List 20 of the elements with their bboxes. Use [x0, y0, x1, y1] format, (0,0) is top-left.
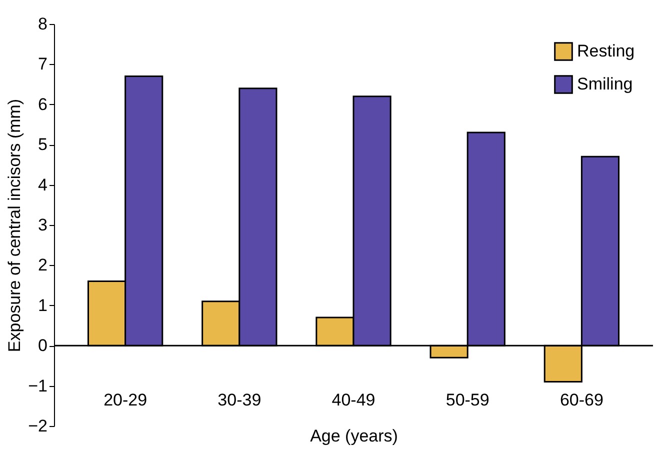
y-tick-label: 6 [38, 94, 48, 114]
y-tick-label: 4 [38, 175, 48, 194]
y-tick-label: 8 [38, 14, 48, 34]
x-axis-title: Age (years) [310, 426, 398, 446]
x-tick-label: 20-29 [104, 390, 148, 410]
y-tick-label: −1 [28, 376, 48, 396]
y-tick-label: 3 [38, 216, 48, 234]
y-tick-label: 0 [38, 336, 48, 356]
x-tick-label: 50-59 [446, 390, 490, 410]
y-tick-label: 2 [38, 256, 48, 275]
legend-label: Resting [577, 42, 635, 60]
y-tick-label: 5 [38, 135, 48, 154]
y-tick-label: 7 [38, 54, 48, 74]
y-axis-title: Exposure of central incisors (mm) [5, 98, 24, 352]
x-tick-label: 60-69 [560, 390, 604, 410]
x-tick-label: 30-39 [218, 390, 262, 410]
legend-label: Smiling [577, 74, 633, 94]
x-tick-label: 40-49 [332, 390, 376, 410]
y-tick-label: −2 [28, 416, 48, 436]
y-tick-label: 1 [38, 296, 48, 315]
